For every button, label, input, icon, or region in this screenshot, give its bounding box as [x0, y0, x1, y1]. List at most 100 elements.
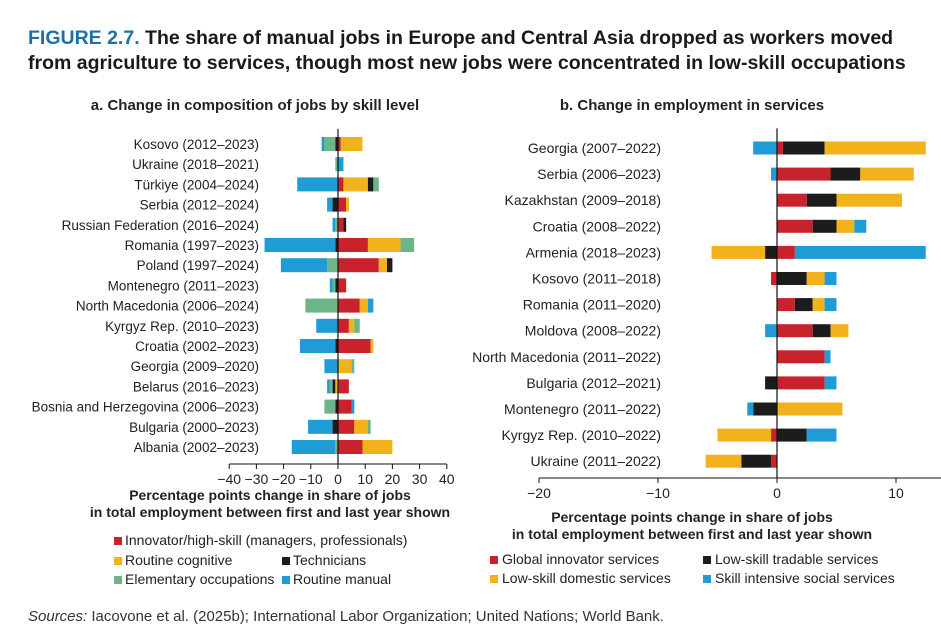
a-bar-russian-federation-black	[343, 217, 347, 232]
b-category-label: Kazakhstan (2009–2018)	[505, 192, 661, 208]
legend-label-low-skill-tradable: Low-skill tradable services	[715, 551, 878, 567]
a-category-label: Montenegro (2011–2023)	[108, 278, 259, 293]
a-bar-albania-orange	[362, 440, 393, 454]
a-bar-croatia-orange	[370, 339, 374, 353]
b-category-label: Croatia (2008–2022)	[533, 218, 661, 234]
a-bar-russian-federation-red	[338, 217, 344, 232]
a-category-label: Serbia (2012–2024)	[140, 198, 259, 213]
panel-a-xlabel-line-1: Percentage points change in share of job…	[129, 487, 411, 503]
b-bar-croatia-red	[777, 219, 813, 233]
a-bar-bulgaria-red	[338, 419, 355, 434]
a-category-label: Kyrgyz Rep. (2010–2023)	[105, 319, 259, 334]
a-bar-belarus-red	[338, 379, 349, 394]
figure-label: FIGURE 2.7.	[28, 27, 140, 49]
a-bar-montenegro-red	[338, 278, 347, 293]
a-bar-romania-green	[400, 238, 415, 252]
a-bar-t-rkiye-green	[373, 177, 379, 192]
a-bar-montenegro-green	[332, 278, 336, 293]
a-bar-north-macedonia-green	[305, 298, 338, 313]
a-tick-label: 0	[334, 471, 342, 487]
a-category-label: Ukraine (2018–2021)	[132, 157, 259, 172]
b-bar-kyrgyz-rep-orange	[717, 428, 772, 442]
a-bar-bulgaria-black	[332, 419, 338, 434]
a-bar-poland-red	[338, 258, 379, 273]
a-bar-kyrgyz-rep-red	[338, 318, 349, 333]
a-bar-russian-federation-green	[335, 217, 338, 232]
b-bar-moldova-orange	[830, 324, 849, 338]
a-category-label: Belarus (2016–2023)	[133, 379, 259, 394]
b-category-label: Georgia (2007–2022)	[528, 140, 661, 156]
a-category-label: Bosnia and Herzegovina (2006–2023)	[32, 400, 259, 415]
panel-a-title: a. Change in composition of jobs by skil…	[91, 97, 419, 114]
b-bar-romania-orange	[812, 298, 825, 312]
b-bar-ukraine-red	[771, 454, 777, 468]
a-category-label: Russian Federation (2016–2024)	[62, 218, 259, 233]
b-bar-montenegro-blue	[747, 402, 754, 416]
legend-swatch-blue	[282, 576, 290, 584]
legend-label-innovator: Innovator/high-skill (managers, professi…	[125, 532, 407, 548]
b-bar-armenia-blue	[794, 245, 926, 259]
b-bar-moldova-black	[812, 324, 831, 338]
a-bar-kyrgyz-rep-orange	[348, 318, 355, 333]
b-category-label: Moldova (2008–2022)	[525, 323, 661, 339]
b-bar-montenegro-black	[753, 402, 777, 416]
a-bar-t-rkiye-orange	[343, 177, 368, 192]
legend-swatch-blue	[703, 575, 711, 583]
a-bar-montenegro-black	[335, 278, 338, 293]
b-bar-georgia-blue	[753, 141, 777, 155]
b-bar-bulgaria-black	[765, 376, 777, 390]
a-bar-t-rkiye-red	[338, 177, 344, 192]
legend-label-low-skill-domestic: Low-skill domestic services	[502, 570, 671, 586]
a-category-label: Romania (1997–2023)	[125, 238, 259, 253]
b-bar-romania-red	[777, 298, 795, 312]
a-bar-serbia-black	[332, 197, 338, 212]
panel-a-legend: Innovator/high-skill (managers, professi…	[114, 532, 407, 587]
legend-label-routine-cognitive: Routine cognitive	[125, 552, 233, 568]
a-bar-bosnia-and-herzegovina-black	[335, 399, 338, 414]
a-category-label: Georgia (2009–2020)	[131, 359, 259, 374]
b-category-label: Serbia (2006–2023)	[537, 166, 661, 182]
b-category-label: Armenia (2018–2023)	[526, 244, 661, 260]
a-bar-georgia-green	[351, 359, 355, 374]
a-tick-label: −10	[299, 471, 323, 487]
sources-note: Sources: Iacovone et al. (2025b); Intern…	[28, 608, 664, 625]
a-bar-kyrgyz-rep-green	[354, 318, 360, 333]
a-bar-belarus-black	[332, 379, 336, 394]
b-bar-georgia-red	[777, 141, 783, 155]
a-bar-poland-black	[386, 258, 393, 273]
b-category-label: Bulgaria (2012–2021)	[526, 375, 661, 391]
a-bar-georgia-blue	[324, 359, 338, 374]
a-bar-kosovo-green	[324, 137, 336, 151]
a-bar-kosovo-black	[335, 137, 338, 151]
b-bar-serbia-black	[830, 167, 861, 181]
a-category-label: Kosovo (2012–2023)	[134, 137, 259, 152]
a-bar-romania-black	[335, 238, 338, 252]
a-bar-north-macedonia-red	[338, 298, 360, 313]
legend-swatch-orange	[114, 557, 122, 565]
sources-label: Sources:	[28, 608, 88, 625]
b-bar-armenia-orange	[711, 245, 766, 259]
a-bar-bulgaria-green	[367, 419, 371, 434]
b-bar-kyrgyz-rep-blue	[806, 428, 837, 442]
a-bar-albania-red	[338, 440, 363, 454]
a-bar-croatia-black	[335, 339, 338, 353]
b-tick-label: −20	[527, 485, 551, 501]
a-bar-montenegro-blue	[329, 278, 333, 293]
a-bar-croatia-red	[338, 339, 371, 353]
legend-swatch-black	[703, 556, 711, 564]
a-bar-poland-orange	[378, 258, 387, 273]
b-bar-kosovo-black	[777, 272, 807, 285]
a-bar-bosnia-and-herzegovina-green	[324, 399, 336, 414]
b-bar-kazakhstan-black	[806, 193, 837, 207]
b-category-label: Kosovo (2011–2018)	[532, 271, 661, 287]
b-tick-label: −10	[646, 485, 670, 501]
panel-b-xlabel-line-1: Percentage points change in share of job…	[551, 509, 833, 525]
b-category-label: North Macedonia (2011–2022)	[472, 349, 661, 365]
a-bar-kosovo-blue	[321, 137, 325, 151]
a-category-label: Poland (1997–2024)	[137, 258, 259, 273]
a-bar-north-macedonia-blue	[367, 298, 374, 313]
b-bar-ukraine-black	[741, 454, 772, 468]
a-bar-ukraine-green	[335, 157, 338, 172]
legend-label-global-innovator: Global innovator services	[502, 551, 659, 567]
figure-title-text: The share of manual jobs in Europe and C…	[28, 27, 906, 74]
